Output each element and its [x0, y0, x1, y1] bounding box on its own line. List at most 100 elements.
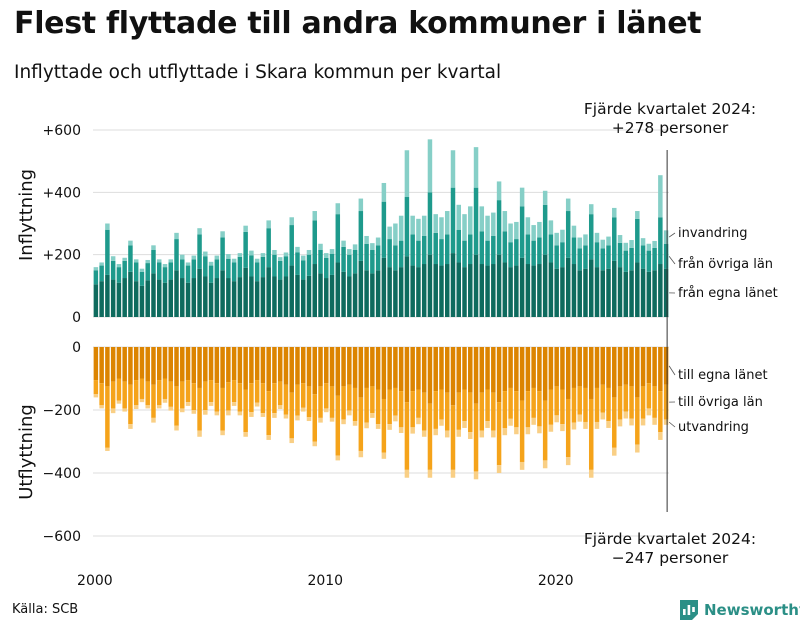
outflow-bar-foreign: [364, 422, 369, 429]
outflow-annotation-value: −247 personer: [611, 549, 729, 567]
outflow-bar-region: [139, 378, 145, 399]
inflow-bar-foreign: [122, 257, 127, 261]
inflow-bar-region: [295, 252, 300, 275]
inflow-bar-local: [588, 259, 594, 317]
inflow-bar-local: [128, 271, 133, 317]
outflow-bar-foreign: [99, 405, 104, 409]
outflow-bar-region: [468, 392, 473, 433]
inflow-bar-local: [318, 273, 323, 317]
inflow-bar-region: [629, 247, 634, 271]
inflow-bar-local: [612, 260, 617, 317]
inflow-bar-foreign: [640, 238, 646, 246]
outflow-bar-foreign: [208, 402, 214, 406]
inflow-bar-foreign: [277, 257, 283, 261]
outflow-bar-foreign: [358, 450, 364, 458]
outflow-bar-foreign: [491, 430, 496, 438]
inflow-bar-local: [133, 281, 139, 317]
inflow-bar-region: [116, 267, 122, 283]
outflow-bar-foreign: [272, 413, 277, 418]
outflow-bar-foreign: [635, 444, 640, 453]
outflow-bar-foreign: [640, 418, 646, 426]
inflow-bar-foreign: [479, 206, 485, 232]
outflow-bar-local: [439, 347, 444, 390]
axis-layer: 0 +200 +400 +600 0 −200 −400 −600 Inflyttning Utf…: [16, 123, 778, 589]
inflow-bar-local: [168, 279, 173, 317]
outflow-bar-foreign: [220, 430, 225, 436]
outflow-bar-local: [612, 347, 617, 398]
outflow-bar-foreign: [623, 411, 629, 419]
inflow-bar-local: [335, 262, 341, 317]
inflow-bar-local: [260, 277, 266, 317]
inflow-bar-foreign: [168, 259, 173, 263]
outflow-bar-region: [220, 387, 225, 431]
brand-name: Newsworthy: [704, 601, 800, 619]
inflow-bar-region: [508, 242, 513, 268]
outflow-bar-region: [537, 391, 542, 427]
outflow-bar-local: [623, 347, 629, 385]
inflow-bar-region: [444, 234, 450, 265]
outflow-bar-foreign: [439, 419, 444, 426]
inflow-bar-foreign: [502, 211, 508, 232]
outflow-bar-region: [496, 402, 502, 466]
inflow-bar-local: [364, 270, 369, 317]
outflow-bar-foreign: [421, 430, 427, 437]
inflow-bar-local: [116, 282, 122, 317]
outflow-bar-foreign: [203, 410, 208, 415]
outflow-bar-foreign: [300, 407, 306, 412]
outflow-bar-foreign: [542, 460, 548, 469]
outflow-bar-foreign: [347, 410, 352, 416]
inflow-bar-foreign: [652, 240, 657, 248]
inflow-bar-local: [606, 268, 611, 317]
inflow-bar-region: [646, 250, 652, 272]
inflow-bar-foreign: [300, 255, 306, 261]
outflow-bar-foreign: [404, 469, 410, 478]
inflow-y-tick-label: 0: [72, 310, 81, 326]
outflow-bar-foreign: [571, 422, 577, 430]
outflow-bar-region: [168, 381, 173, 407]
inflow-bar-region: [208, 265, 214, 283]
inflow-bar-region: [145, 263, 150, 281]
inflow-bar-foreign: [231, 258, 237, 263]
outflow-bar-local: [156, 347, 162, 381]
inflow-bar-region: [514, 239, 519, 266]
outflow-bar-local: [243, 347, 248, 390]
inflow-bar-local: [387, 267, 392, 317]
inflow-bar-local: [145, 280, 150, 317]
outflow-bar-foreign: [433, 428, 438, 436]
inflow-bar-foreign: [594, 232, 600, 243]
outflow-bar-region: [381, 398, 387, 453]
inflow-bar-foreign: [324, 253, 329, 258]
x-tick-label: 2020: [538, 573, 574, 589]
inflow-bar-local: [531, 265, 536, 317]
grid-layer: [93, 129, 669, 537]
inflow-bar-foreign: [565, 198, 571, 212]
outflow-bar-local: [514, 347, 519, 392]
outflow-bar-region: [93, 380, 99, 395]
outflow-bar-region: [421, 392, 427, 431]
outflow-bar-local: [583, 347, 588, 388]
outflow-bar-foreign: [306, 417, 312, 422]
inflow-bar-local: [502, 262, 508, 317]
outflow-bar-foreign: [185, 402, 191, 406]
inflow-annotation: Fjärde kvartalet 2024: +278 personer: [560, 100, 780, 138]
inflow-bar-local: [629, 270, 634, 317]
inflow-bar-region: [231, 262, 237, 282]
inflow-bar-local: [640, 268, 646, 317]
outflow-bar-region: [560, 389, 565, 425]
outflow-bar-local: [266, 347, 271, 392]
outflow-bar-foreign: [341, 419, 346, 425]
inflow-bar-foreign: [272, 249, 277, 255]
inflow-bar-local: [243, 267, 248, 317]
inflow-bar-foreign: [577, 237, 582, 249]
outflow-bar-region: [370, 386, 375, 414]
inflow-annotation-value: +278 personer: [611, 119, 729, 137]
outflow-bar-local: [663, 347, 669, 385]
outflow-bar-foreign: [133, 405, 139, 410]
inflow-bar-foreign: [663, 230, 669, 244]
inflow-bar-foreign: [410, 215, 415, 235]
outflow-bar-local: [329, 347, 335, 387]
outflow-bar-foreign: [312, 441, 317, 447]
outflow-bar-foreign: [600, 412, 605, 420]
inflow-bar-foreign: [387, 226, 392, 240]
